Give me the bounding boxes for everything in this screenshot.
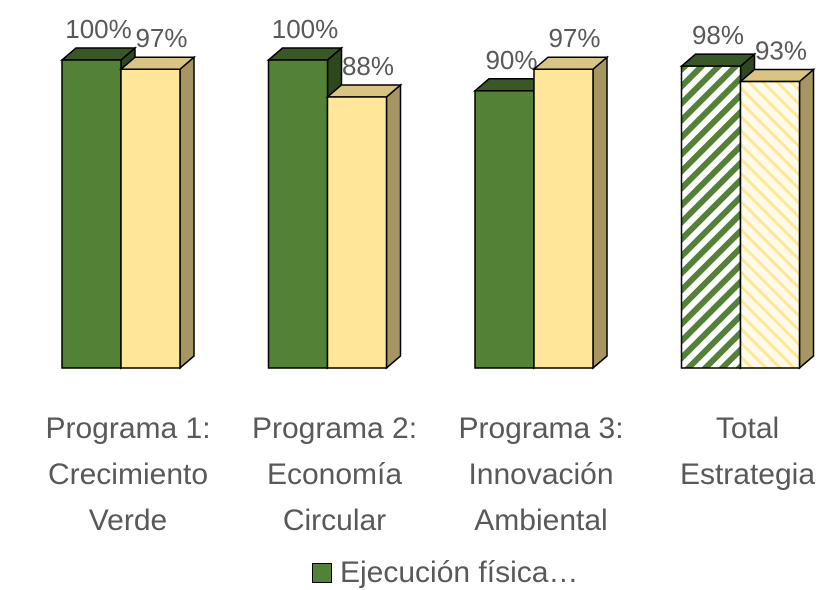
data-label: 97% xyxy=(548,23,600,53)
bar-side xyxy=(385,83,402,370)
bar-top xyxy=(325,84,403,98)
bar-side xyxy=(179,55,195,370)
data-label: 98% xyxy=(692,20,744,50)
bar xyxy=(326,96,388,369)
bar xyxy=(680,65,742,369)
bar-top xyxy=(531,56,610,70)
legend-swatch xyxy=(312,563,332,583)
data-label: 100% xyxy=(272,14,339,44)
bar xyxy=(739,80,801,369)
bar-side xyxy=(798,67,815,370)
legend: Ejecución física… xyxy=(312,556,578,590)
data-label: 93% xyxy=(755,36,807,66)
x-tick-label: Programa 2: Economía Circular xyxy=(251,412,418,537)
bar-side xyxy=(592,55,608,370)
bar xyxy=(533,68,594,369)
data-label: 97% xyxy=(135,23,187,53)
x-tick-label: Programa 3: Innovación Ambiental xyxy=(458,412,624,537)
bar xyxy=(61,59,122,369)
bar-top xyxy=(59,47,138,61)
bar xyxy=(120,68,181,369)
bar xyxy=(474,90,535,369)
bar-top xyxy=(266,47,344,61)
legend-label: Ejecución física… xyxy=(340,556,579,589)
bar-top xyxy=(738,68,816,83)
data-label: 100% xyxy=(65,14,132,44)
bar-top xyxy=(679,53,757,67)
x-tick-label: Total Estrategia xyxy=(679,412,816,491)
x-tick-label: Programa 1: Crecimiento Verde xyxy=(45,412,211,537)
data-label: 90% xyxy=(485,45,537,75)
data-label: 88% xyxy=(342,51,394,81)
bar-top xyxy=(118,56,197,70)
bar xyxy=(267,59,329,369)
